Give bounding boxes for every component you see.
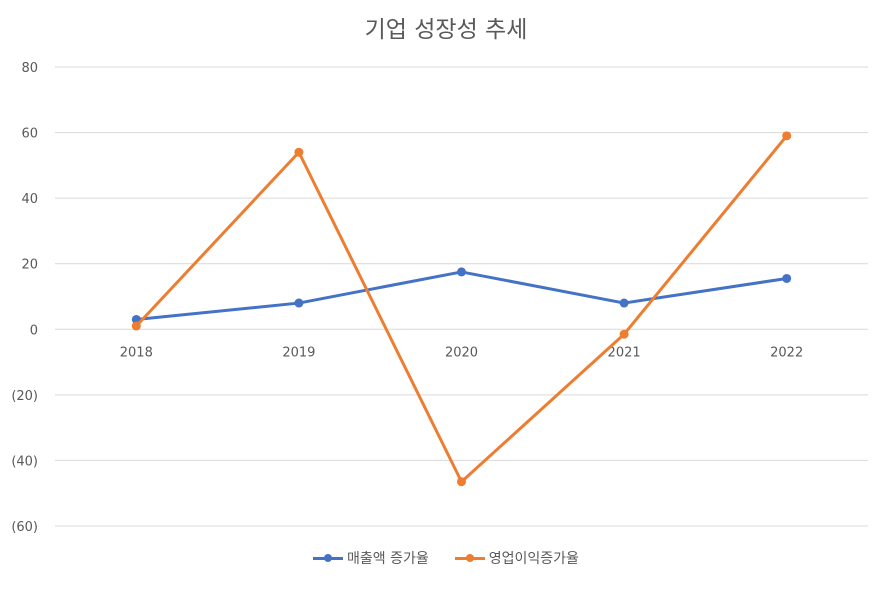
y-tick-label-4: 0 — [30, 323, 38, 338]
y-tick-label-1: 60 — [21, 127, 38, 142]
series-1-point-4 — [782, 131, 792, 141]
series-1-point-3 — [619, 329, 629, 339]
legend-dot-0 — [324, 554, 333, 562]
series-line-0 — [134, 270, 789, 321]
x-tick-label-2: 2020 — [445, 345, 478, 360]
series-1-point-1 — [294, 147, 304, 157]
legend-label-series-1: 영업이익증가율 — [488, 551, 579, 567]
series-0-point-3 — [619, 298, 629, 308]
series-0-point-4 — [782, 273, 792, 283]
y-tick-label-2: 40 — [21, 192, 38, 207]
y-tick-label-3: 20 — [21, 258, 38, 273]
legend-label-series-0: 매출액 증가율 — [347, 551, 429, 567]
x-tick-label-3: 2021 — [608, 345, 641, 360]
legend-dot-1 — [465, 554, 474, 562]
series-1-point-0 — [131, 321, 141, 331]
y-tick-label-6: (40) — [11, 454, 38, 469]
y-tick-label-7: (60) — [11, 520, 38, 535]
x-tick-label-0: 2018 — [120, 345, 153, 360]
y-tick-label-0: 80 — [21, 61, 38, 76]
legend: 매출액 증가율 영업이익증가율 — [0, 548, 892, 568]
legend-item-series-1[interactable]: 영업이익증가율 — [454, 548, 579, 568]
chart-title: 기업 성장성 추세 — [364, 17, 528, 43]
legend-swatch-series-1 — [454, 552, 485, 564]
series-0-point-1 — [294, 298, 304, 308]
series-1-point-2 — [457, 477, 466, 487]
x-tick-label-4: 2022 — [770, 345, 803, 360]
legend-item-series-0[interactable]: 매출액 증가율 — [313, 548, 429, 568]
legend-swatch-series-0 — [313, 552, 344, 564]
x-tick-label-1: 2019 — [282, 345, 315, 360]
series-0-point-2 — [457, 267, 466, 277]
y-tick-label-5: (20) — [11, 389, 38, 404]
